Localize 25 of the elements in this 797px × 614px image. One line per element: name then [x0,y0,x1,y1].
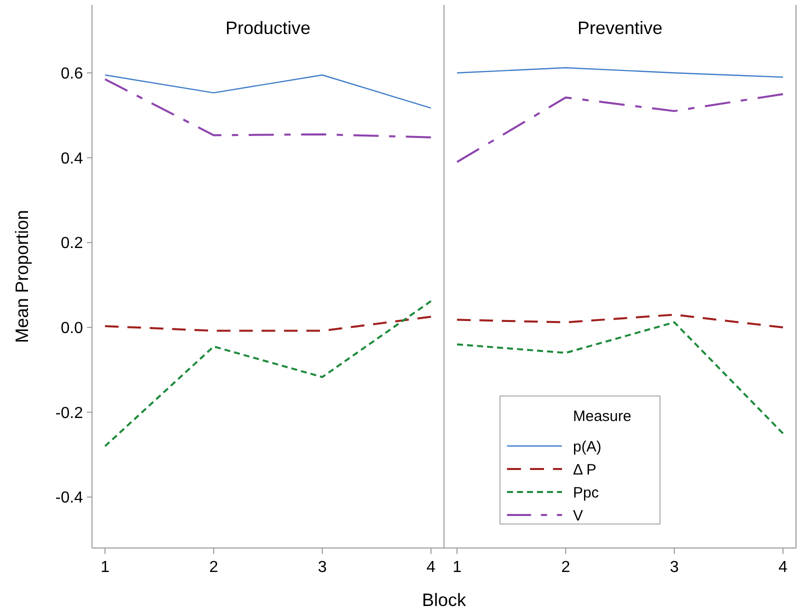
x-tick-label: 1 [100,559,110,576]
x-tick-label: 4 [778,559,788,576]
legend-label: p(A) [573,438,602,456]
x-tick-label: 3 [318,559,327,576]
text: Productive [225,18,311,38]
x-tick-label: 3 [670,559,679,576]
legend-label: V [573,507,584,524]
x-tick-label: 4 [426,559,436,576]
y-tick-label: 0.2 [60,235,84,252]
x-axis-title: Block [422,590,468,610]
line-series [104,300,432,448]
y-axis-title: Mean Proportion [12,210,32,344]
line-series [104,78,432,138]
x-tick-label: 1 [452,559,462,576]
y-tick-label: 0.4 [60,150,84,168]
legend-label: Δ P [573,461,596,478]
x-tick-label: 2 [209,559,218,576]
y-tick-label: -0.4 [55,490,84,507]
text: Preventive [577,18,663,38]
y-tick-label: -0.2 [55,404,84,422]
legend-label: Ppc [573,484,600,502]
y-tick-label: 0.0 [60,320,84,338]
y-tick-label: 0.6 [60,65,84,82]
x-tick-label: 2 [561,559,570,576]
legend-title: Measure [573,408,632,425]
